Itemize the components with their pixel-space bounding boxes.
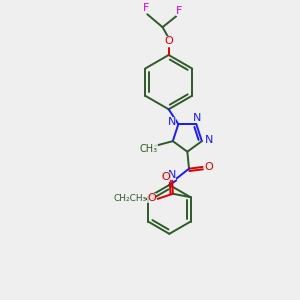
Text: CH₂CH₃: CH₂CH₃ <box>113 194 146 203</box>
Text: H: H <box>161 172 168 182</box>
Text: CH₃: CH₃ <box>140 144 158 154</box>
Text: N: N <box>204 136 213 146</box>
Text: O: O <box>164 36 173 46</box>
Text: F: F <box>142 4 149 14</box>
Text: O: O <box>204 162 213 172</box>
Text: N: N <box>168 117 176 128</box>
Text: N: N <box>168 170 176 180</box>
Text: O: O <box>162 172 170 182</box>
Text: O: O <box>147 193 156 202</box>
Text: N: N <box>193 113 201 123</box>
Text: F: F <box>176 5 183 16</box>
